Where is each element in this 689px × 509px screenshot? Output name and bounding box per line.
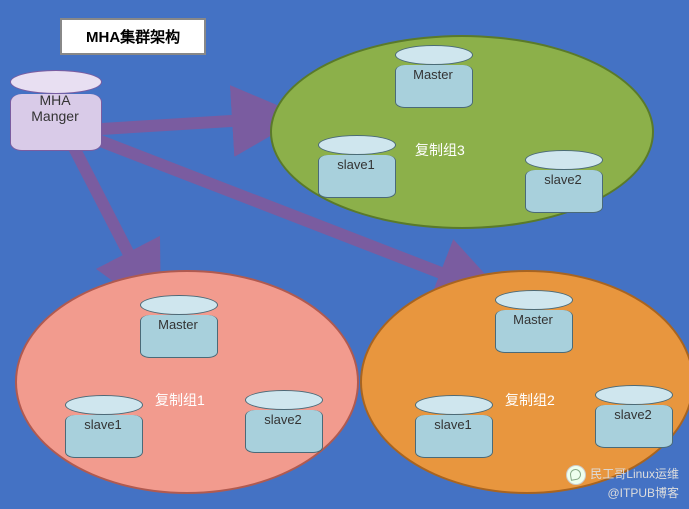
slave-node: slave1 [65, 395, 141, 458]
slave-node: slave2 [595, 385, 671, 448]
cylinder-label: slave2 [245, 412, 321, 427]
mha-manager-node: MHA Manger [10, 70, 100, 151]
diagram-canvas: 复制组3 复制组1 复制组2 MHA Manger Master slave1 slave… [0, 0, 689, 509]
cylinder-label: Master [395, 67, 471, 82]
cylinder-label: slave1 [65, 417, 141, 432]
wechat-icon [566, 465, 586, 485]
watermark-line2: @ITPUB博客 [607, 486, 679, 500]
master-node: Master [495, 290, 571, 353]
group-label: 复制组2 [505, 390, 555, 410]
slave-node: slave1 [415, 395, 491, 458]
group-label: 复制组3 [415, 140, 465, 160]
cylinder-label: slave1 [318, 157, 394, 172]
cylinder-label: MHA Manger [10, 92, 100, 124]
cylinder-label: slave2 [595, 407, 671, 422]
cylinder-label: Master [495, 312, 571, 327]
slave-node: slave2 [245, 390, 321, 453]
master-node: Master [140, 295, 216, 358]
group-label: 复制组1 [155, 390, 205, 410]
cylinder-label: slave2 [525, 172, 601, 187]
cylinder-label: Master [140, 317, 216, 332]
diagram-title: MHA集群架构 [60, 18, 206, 55]
watermark: 民工哥Linux运维 @ITPUB博客 [566, 465, 679, 501]
watermark-line1: 民工哥Linux运维 [590, 467, 679, 481]
slave-node: slave1 [318, 135, 394, 198]
master-node: Master [395, 45, 471, 108]
slave-node: slave2 [525, 150, 601, 213]
cylinder-label: slave1 [415, 417, 491, 432]
